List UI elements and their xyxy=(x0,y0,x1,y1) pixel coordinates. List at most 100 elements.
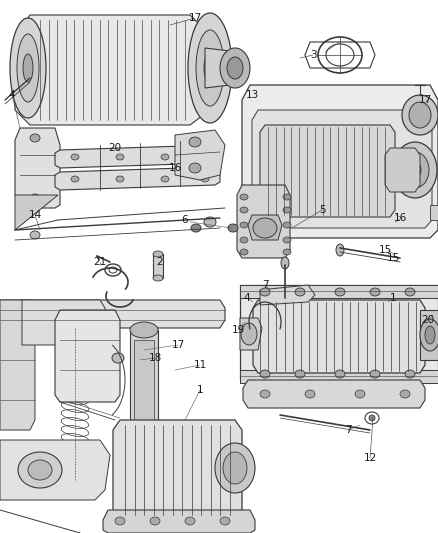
Ellipse shape xyxy=(260,370,270,378)
Text: 16: 16 xyxy=(168,163,182,173)
Ellipse shape xyxy=(189,163,201,173)
Ellipse shape xyxy=(228,224,238,232)
Ellipse shape xyxy=(23,54,33,82)
Ellipse shape xyxy=(185,517,195,525)
Ellipse shape xyxy=(10,18,46,118)
Ellipse shape xyxy=(201,176,209,182)
Polygon shape xyxy=(237,185,290,258)
Bar xyxy=(153,254,163,278)
Ellipse shape xyxy=(116,154,124,160)
Ellipse shape xyxy=(335,370,345,378)
Ellipse shape xyxy=(253,218,277,238)
Polygon shape xyxy=(248,215,282,240)
Ellipse shape xyxy=(336,244,344,256)
Ellipse shape xyxy=(370,370,380,378)
Ellipse shape xyxy=(401,152,429,188)
Ellipse shape xyxy=(295,288,305,296)
Ellipse shape xyxy=(204,217,216,227)
Text: 3: 3 xyxy=(310,50,316,60)
Polygon shape xyxy=(0,300,35,430)
Polygon shape xyxy=(240,370,438,383)
Ellipse shape xyxy=(260,288,270,296)
Ellipse shape xyxy=(355,390,365,398)
Bar xyxy=(134,340,154,420)
Ellipse shape xyxy=(150,517,160,525)
Ellipse shape xyxy=(240,207,248,213)
Polygon shape xyxy=(0,300,225,328)
Text: 20: 20 xyxy=(109,143,122,153)
Polygon shape xyxy=(240,285,438,380)
Ellipse shape xyxy=(283,222,291,228)
Ellipse shape xyxy=(215,443,255,493)
Ellipse shape xyxy=(220,517,230,525)
Ellipse shape xyxy=(161,176,169,182)
Ellipse shape xyxy=(30,134,40,142)
Ellipse shape xyxy=(71,154,79,160)
Ellipse shape xyxy=(281,257,289,269)
Polygon shape xyxy=(175,130,225,180)
Ellipse shape xyxy=(189,137,201,147)
Ellipse shape xyxy=(188,13,232,123)
Ellipse shape xyxy=(153,251,163,257)
Polygon shape xyxy=(55,310,120,402)
Polygon shape xyxy=(242,85,438,238)
Ellipse shape xyxy=(112,353,124,363)
Ellipse shape xyxy=(204,52,216,84)
Ellipse shape xyxy=(370,288,380,296)
Polygon shape xyxy=(103,510,255,533)
Text: 4: 4 xyxy=(9,90,15,100)
Ellipse shape xyxy=(420,319,438,351)
Text: 7: 7 xyxy=(345,425,351,435)
Ellipse shape xyxy=(335,288,345,296)
Text: 1: 1 xyxy=(197,385,203,395)
Text: 20: 20 xyxy=(421,315,434,325)
Ellipse shape xyxy=(191,224,201,232)
Ellipse shape xyxy=(196,30,224,106)
Ellipse shape xyxy=(400,390,410,398)
Ellipse shape xyxy=(283,249,291,255)
Polygon shape xyxy=(260,285,315,305)
Text: 17: 17 xyxy=(418,95,431,105)
Text: 17: 17 xyxy=(171,340,185,350)
Ellipse shape xyxy=(283,194,291,200)
Polygon shape xyxy=(240,285,438,298)
Text: 1: 1 xyxy=(390,293,396,303)
Text: 2: 2 xyxy=(157,257,163,267)
Text: 19: 19 xyxy=(231,325,245,335)
Polygon shape xyxy=(15,15,210,125)
Ellipse shape xyxy=(393,142,437,198)
Ellipse shape xyxy=(240,237,248,243)
Polygon shape xyxy=(430,205,438,220)
Polygon shape xyxy=(205,48,245,88)
Polygon shape xyxy=(22,300,105,345)
Text: 6: 6 xyxy=(182,215,188,225)
Ellipse shape xyxy=(153,275,163,281)
Ellipse shape xyxy=(71,176,79,182)
Ellipse shape xyxy=(283,207,291,213)
Polygon shape xyxy=(385,148,420,192)
Ellipse shape xyxy=(30,231,40,239)
Ellipse shape xyxy=(220,48,250,88)
Text: 7: 7 xyxy=(261,280,268,290)
Ellipse shape xyxy=(295,370,305,378)
Ellipse shape xyxy=(223,452,247,484)
Polygon shape xyxy=(243,380,425,408)
Polygon shape xyxy=(55,167,220,190)
Polygon shape xyxy=(55,145,220,168)
Ellipse shape xyxy=(240,222,248,228)
Ellipse shape xyxy=(240,194,248,200)
Ellipse shape xyxy=(201,154,209,160)
Ellipse shape xyxy=(161,154,169,160)
Ellipse shape xyxy=(17,34,39,102)
Polygon shape xyxy=(260,125,395,217)
Text: 11: 11 xyxy=(193,360,207,370)
Text: 13: 13 xyxy=(245,90,258,100)
Polygon shape xyxy=(15,195,58,230)
Ellipse shape xyxy=(305,390,315,398)
Ellipse shape xyxy=(409,102,431,128)
Ellipse shape xyxy=(241,323,257,345)
Ellipse shape xyxy=(130,322,158,338)
Ellipse shape xyxy=(130,422,158,438)
Ellipse shape xyxy=(116,176,124,182)
Polygon shape xyxy=(240,318,262,350)
